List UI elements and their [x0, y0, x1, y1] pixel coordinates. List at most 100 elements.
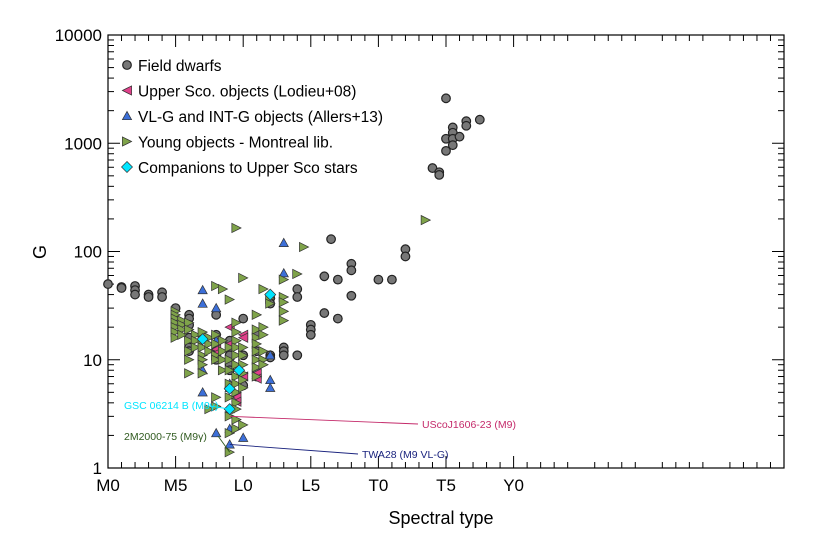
circle-point: [332, 313, 343, 324]
triangle-right-point: [197, 359, 209, 370]
x-tick-label: Y0: [503, 476, 524, 495]
triangle-right-point: [184, 324, 195, 335]
triangle-right-point: [231, 397, 242, 408]
ticks: M0 M5 L0 L5 T0 T5 Y0 1 10 100 1000 10000: [55, 26, 784, 495]
triangle-right-point: [251, 309, 263, 320]
triangle-right-point: [251, 324, 263, 335]
triangle-right-point: [258, 283, 269, 295]
triangle-right-point: [251, 362, 263, 373]
x-tick-label: L5: [301, 476, 320, 495]
circle-point: [400, 251, 411, 262]
triangle-right-point: [211, 338, 222, 350]
legend-marker: [121, 161, 133, 173]
triangle-right-point: [217, 283, 229, 295]
triangle-right-point: [251, 332, 263, 343]
triangle-right-point: [278, 306, 290, 317]
diamond-point: [264, 288, 277, 301]
triangle-right-point: [184, 317, 195, 328]
triangle-right-point: [258, 346, 269, 357]
legend-marker: [122, 136, 133, 147]
legend-marker: [121, 85, 132, 96]
triangle-right-point: [184, 368, 195, 379]
circle-point: [292, 350, 303, 361]
triangle-right-point: [251, 346, 263, 357]
triangle-right-point: [224, 392, 236, 403]
triangle-right-point: [238, 419, 249, 431]
triangle-right-point: [184, 354, 195, 365]
circle-point: [454, 131, 465, 142]
triangle-right-point: [231, 342, 242, 353]
circle-point: [292, 284, 303, 294]
annotation-leader: [229, 444, 359, 455]
circle-point: [346, 265, 357, 276]
annotation-label: TWA28 (M9 VL-G): [362, 449, 449, 461]
triangle-right-point: [217, 346, 229, 357]
x-tick-label: M0: [96, 476, 120, 495]
annotation-label: UScoJ1606-23 (M9): [422, 419, 516, 431]
triangle-right-point: [211, 280, 222, 292]
circle-point: [103, 279, 113, 289]
triangle-right-point: [231, 414, 242, 425]
triangle-right-point: [251, 354, 263, 365]
triangle-right-point: [204, 338, 215, 350]
legend-label: Upper Sco. objects (Lodieu+08): [138, 84, 356, 101]
legend-marker: [122, 60, 132, 70]
triangle-up-point: [278, 237, 289, 247]
triangle-right-point: [238, 272, 249, 284]
triangle-right-point: [258, 359, 269, 370]
triangle-right-point: [224, 365, 236, 376]
triangle-right-point: [251, 371, 263, 382]
triangle-right-point: [184, 346, 195, 357]
triangle-right-point: [420, 214, 432, 226]
legend-label: Young objects - Montreal lib.: [138, 135, 333, 152]
triangle-right-point: [184, 335, 195, 346]
triangle-up-point: [278, 267, 289, 278]
triangle-right-point: [231, 326, 242, 338]
triangle-up-point: [197, 284, 208, 295]
annotation-leader: [209, 405, 230, 410]
triangle-up-point: [265, 349, 276, 360]
triangle-up-point: [197, 298, 208, 308]
triangle-up-point: [265, 382, 276, 392]
triangle-right-point: [217, 335, 229, 346]
circle-point: [238, 313, 249, 324]
triangle-right-point: [197, 368, 209, 379]
circle-point: [278, 350, 289, 361]
triangle-right-point: [278, 274, 290, 285]
triangle-right-point: [278, 315, 290, 326]
circle-point: [130, 289, 140, 300]
triangle-up-point: [210, 302, 222, 313]
circle-point: [434, 170, 445, 180]
circle-point: [116, 283, 127, 293]
circle-point: [332, 274, 343, 285]
triangle-right-point: [231, 222, 242, 234]
triangle-right-point: [251, 338, 263, 350]
circle-point: [157, 292, 167, 302]
circle-point: [441, 93, 451, 104]
triangle-up-point: [238, 432, 249, 442]
x-tick-label: T0: [368, 476, 388, 495]
circle-point: [305, 329, 316, 340]
y-tick-label: 1000: [64, 134, 102, 153]
triangle-right-point: [204, 346, 215, 357]
triangle-right-point: [177, 329, 188, 340]
triangle-up-point: [210, 427, 222, 438]
circle-point: [447, 140, 458, 151]
x-tick-label: T5: [436, 476, 456, 495]
annotations: GSC 06214 B (M9γ) UScoJ1606-23 (M9) 2M2000…: [124, 400, 516, 461]
triangle-right-point: [258, 329, 269, 340]
triangle-right-point: [231, 378, 242, 389]
triangle-right-point: [204, 403, 215, 415]
circle-point: [143, 292, 154, 302]
triangle-right-point: [231, 371, 242, 382]
circle-point: [387, 274, 397, 285]
y-tick-label: 10: [83, 351, 102, 370]
triangle-right-point: [211, 329, 222, 340]
triangle-right-point: [190, 342, 202, 353]
circle-point: [373, 274, 384, 285]
triangle-right-point: [224, 294, 236, 305]
diamond-point: [233, 364, 246, 377]
circle-point: [292, 292, 303, 302]
triangle-right-point: [278, 297, 290, 308]
